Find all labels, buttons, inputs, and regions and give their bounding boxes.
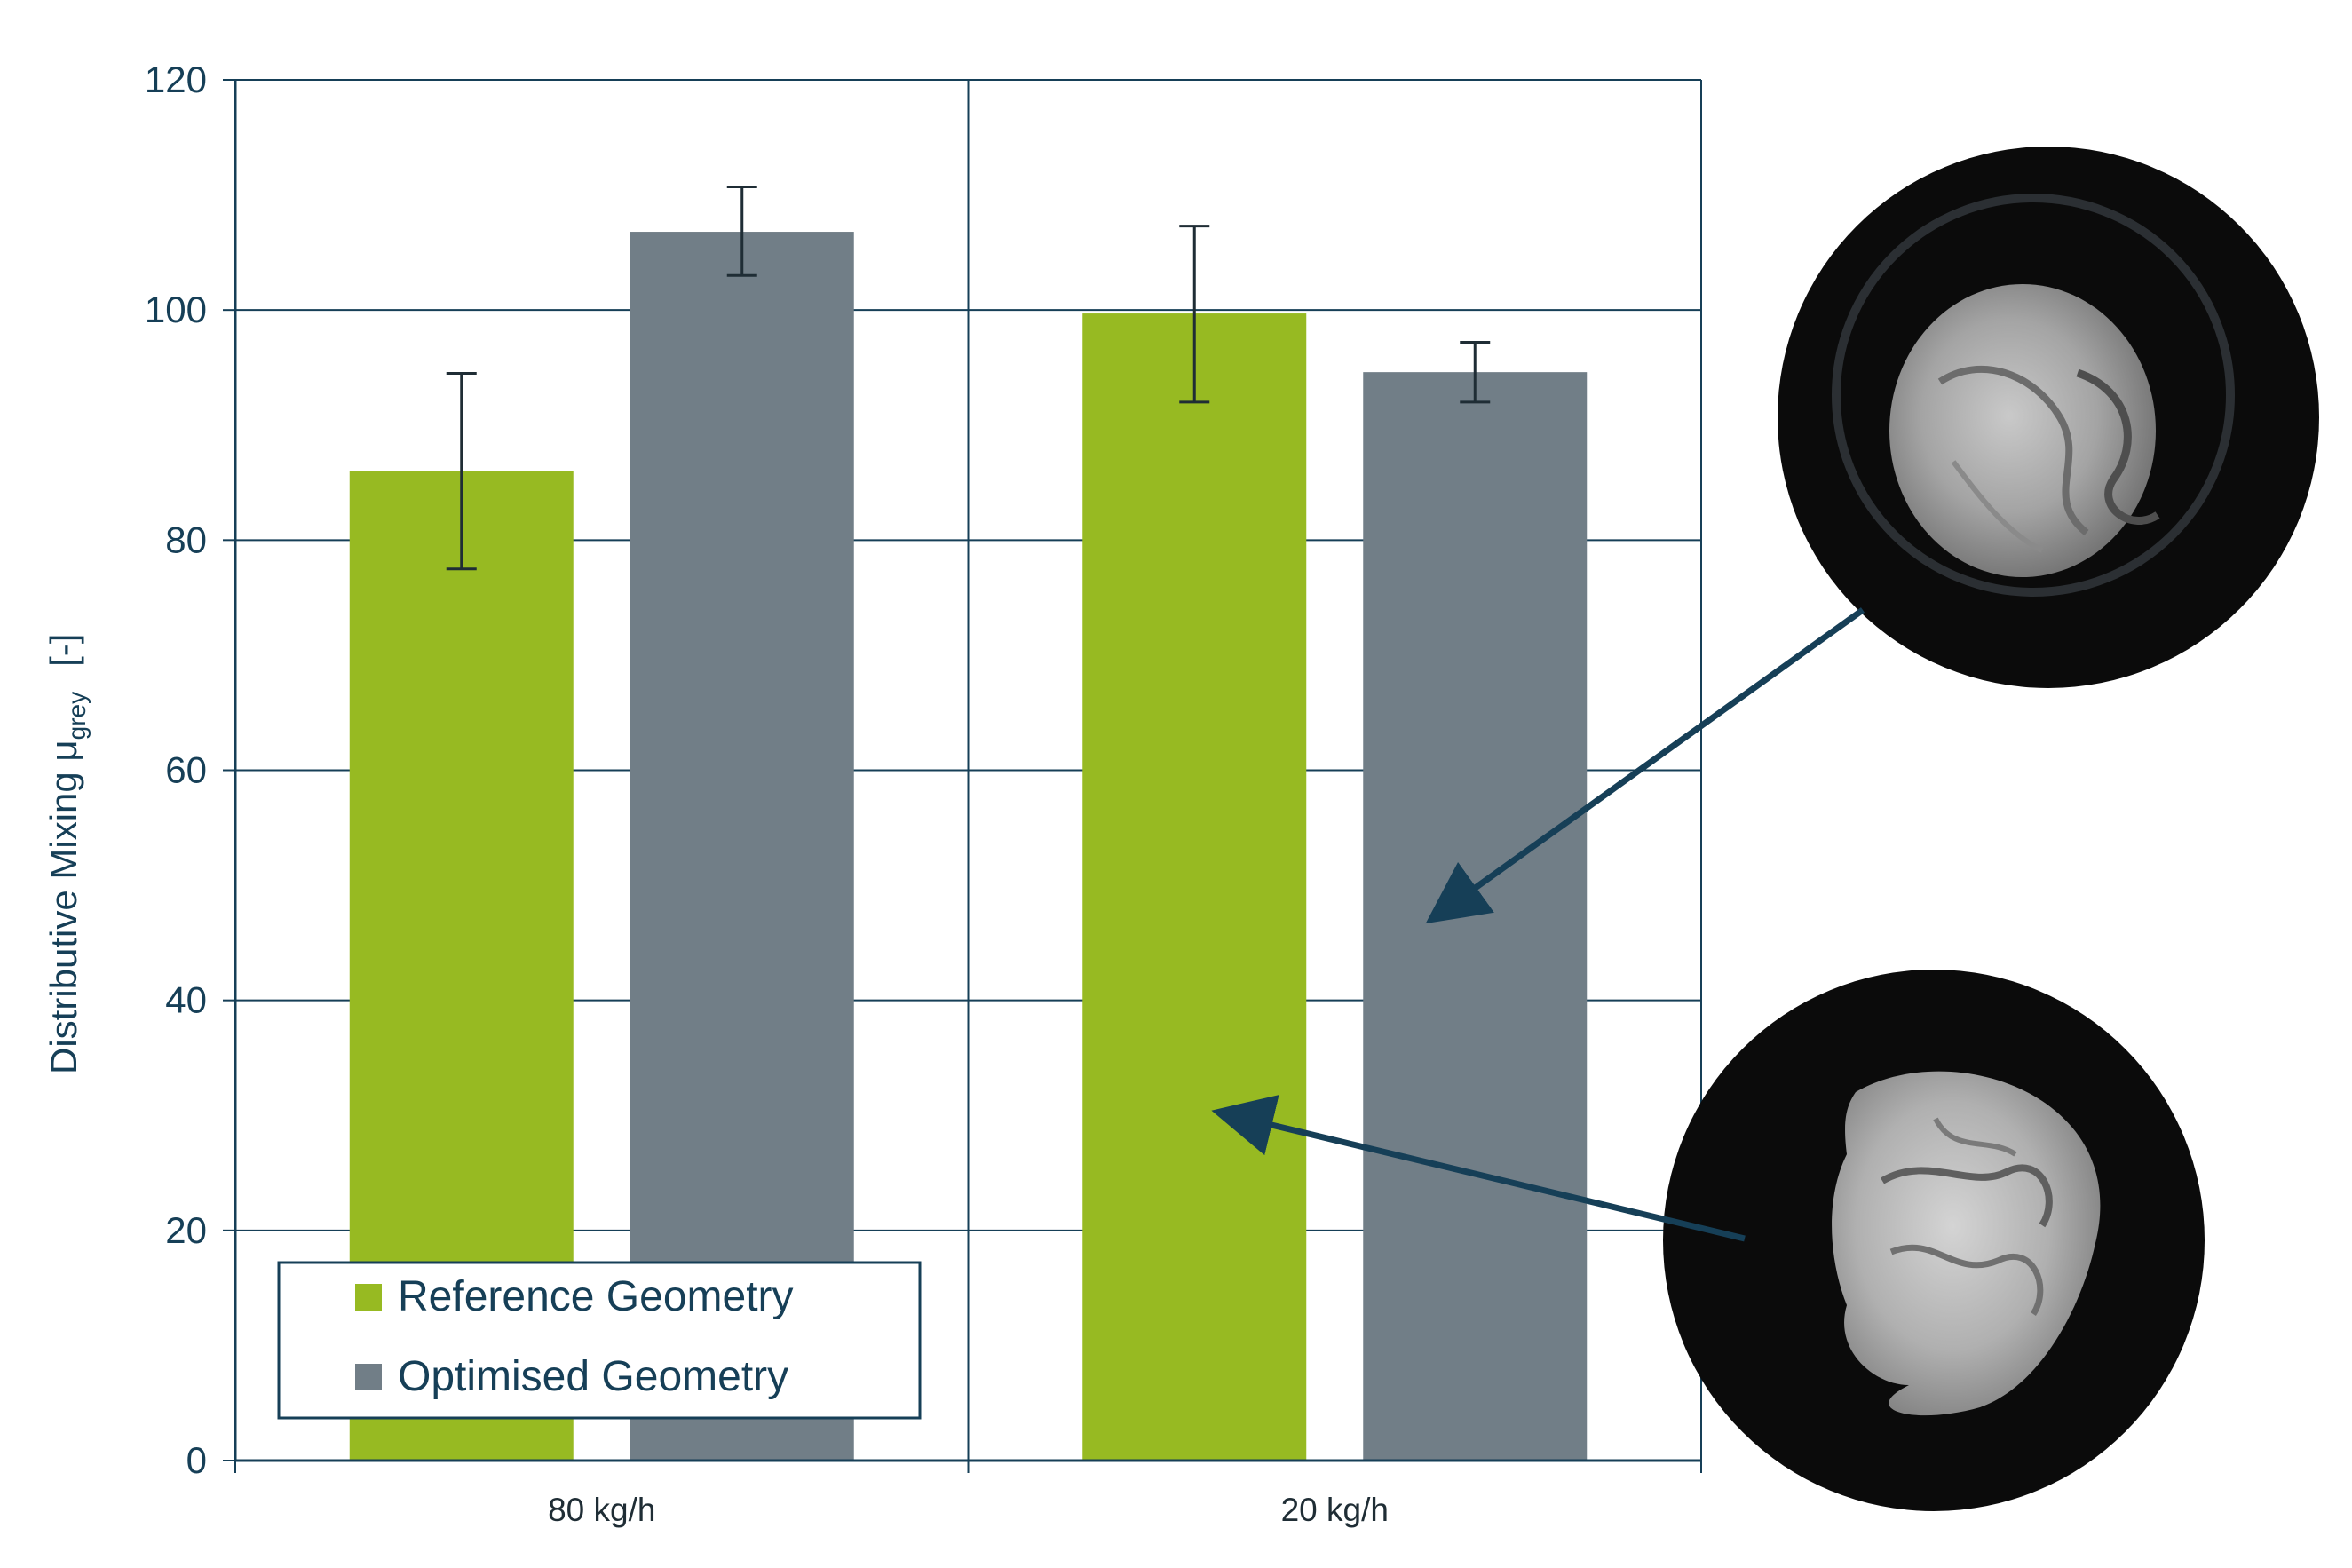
legend-label-reference: Reference Geometry bbox=[398, 1273, 794, 1320]
y-tick-label: 60 bbox=[165, 749, 207, 791]
y-tick-label: 40 bbox=[165, 979, 207, 1021]
legend-label-optimised: Optimised Geometry bbox=[398, 1353, 788, 1400]
x-tick-label: 20 kg/h bbox=[1281, 1492, 1389, 1528]
y-axis-label-main: Distributive Mixing μ bbox=[43, 740, 84, 1074]
reference-sample-image bbox=[1663, 970, 2205, 1511]
arrow-to-reference-bar bbox=[1211, 1095, 1746, 1242]
bar-optimised-1 bbox=[1363, 372, 1588, 1461]
y-axis-label-sub: grey bbox=[63, 692, 91, 740]
legend-box bbox=[277, 1261, 922, 1420]
y-tick-labels: 0 20 40 60 80 100 120 bbox=[145, 59, 207, 1481]
y-tick-label: 20 bbox=[165, 1209, 207, 1251]
y-axis-label: Distributive Mixing μgrey [-] bbox=[43, 634, 91, 1074]
y-tick-label: 0 bbox=[186, 1439, 207, 1481]
arrow-to-optimised-bar bbox=[1425, 607, 1865, 924]
bar-reference-1 bbox=[1082, 313, 1307, 1461]
error-bars-group bbox=[446, 186, 1491, 571]
x-tick-label: 80 kg/h bbox=[548, 1492, 655, 1528]
y-axis-label-unit: [-] bbox=[43, 634, 84, 667]
legend-swatch-reference bbox=[355, 1284, 382, 1311]
legend-swatch-optimised bbox=[355, 1364, 382, 1390]
legend: Reference Geometry Optimised Geometry bbox=[277, 1261, 922, 1420]
bar-optimised-0 bbox=[630, 232, 854, 1461]
x-tick-labels: 80 kg/h 20 kg/h bbox=[548, 1492, 1389, 1528]
axes bbox=[223, 79, 1702, 1473]
bars-group bbox=[349, 232, 1588, 1461]
y-tick-label: 80 bbox=[165, 519, 207, 560]
y-tick-label: 120 bbox=[145, 59, 207, 100]
optimised-sample-image bbox=[1778, 147, 2319, 688]
y-tick-label: 100 bbox=[145, 289, 207, 330]
